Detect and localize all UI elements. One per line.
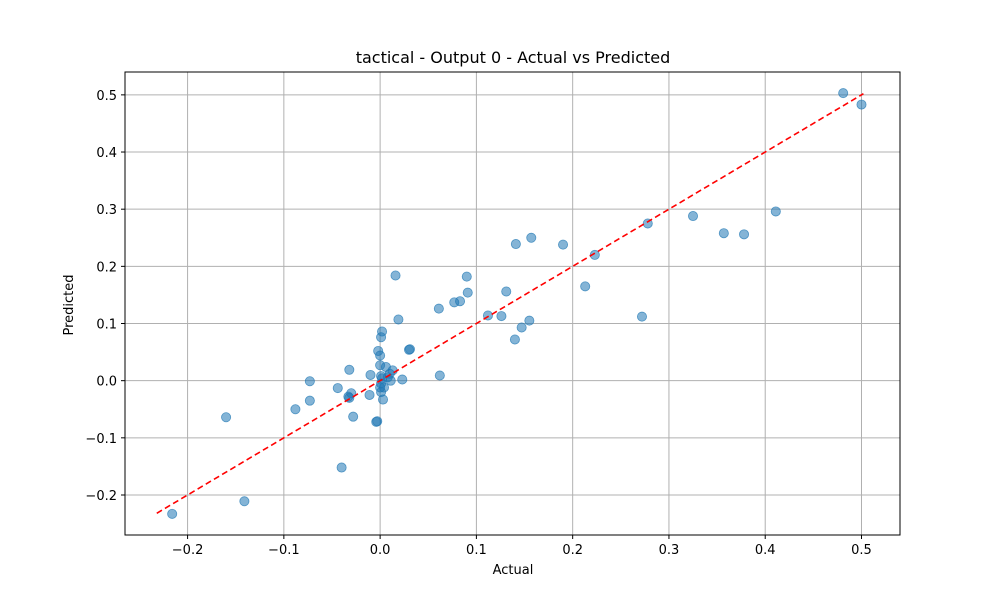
y-tick-label: 0.5: [96, 89, 117, 104]
x-tick-label: −0.2: [172, 543, 204, 558]
scatter-point: [239, 496, 250, 507]
scatter-point: [376, 332, 387, 343]
x-axis-ticks: −0.2 −0.1 0.0 0.1 0.2 0.3 0.4 0.5: [172, 535, 872, 558]
scatter-point: [462, 287, 473, 298]
y-axis-ticks: −0.2 −0.1 0.0 0.1 0.2 0.3 0.4 0.5: [85, 89, 125, 504]
plot-frame: [124, 71, 901, 536]
x-tick-label: 0.3: [659, 543, 680, 558]
x-tick-label: 0.5: [851, 543, 872, 558]
scatter-point: [496, 311, 507, 322]
y-tick-label: 0.0: [96, 375, 117, 390]
y-tick-label: 0.3: [96, 203, 117, 218]
y-axis-label: Predicted: [62, 274, 77, 335]
scatter-point: [433, 303, 444, 314]
scatter-point: [461, 271, 472, 282]
scatter-point: [404, 344, 415, 355]
scatter-point: [524, 315, 535, 326]
scatter-point: [718, 228, 729, 239]
scatter-point: [373, 345, 384, 356]
scatter-point: [393, 314, 404, 325]
scatter-point: [580, 281, 591, 292]
scatter-point: [376, 387, 387, 398]
scatter-point: [390, 270, 401, 281]
scatter-point: [167, 508, 178, 519]
y-tick-label: −0.2: [85, 489, 117, 504]
scatter-point: [510, 239, 521, 250]
scatter-point: [221, 412, 232, 423]
scatter-point: [304, 376, 315, 387]
scatter-point: [770, 206, 781, 217]
x-tick-label: −0.1: [268, 543, 300, 558]
scatter-point: [509, 334, 520, 345]
x-tick-label: 0.1: [466, 543, 487, 558]
x-axis-label: Actual: [493, 563, 534, 578]
scatter-point: [856, 99, 867, 110]
x-tick-label: 0.0: [370, 543, 391, 558]
chart-title: tactical - Output 0 - Actual vs Predicte…: [356, 48, 671, 67]
scatter-point: [332, 383, 343, 394]
grid: [125, 72, 900, 535]
scatter-point: [501, 286, 512, 297]
y-tick-label: −0.1: [85, 432, 117, 447]
scatter-point: [371, 416, 382, 427]
scatter-point: [516, 322, 527, 333]
scatter-point: [290, 404, 301, 415]
y-tick-label: 0.1: [96, 318, 117, 333]
scatter-point: [449, 297, 460, 308]
scatter-point: [739, 229, 750, 240]
x-tick-label: 0.2: [562, 543, 583, 558]
y-tick-label: 0.4: [96, 146, 117, 161]
scatter-point: [526, 232, 537, 243]
scatter-point: [365, 369, 376, 380]
scatter-point: [364, 389, 375, 400]
scatter-point: [304, 395, 315, 406]
scatter-point: [636, 311, 647, 322]
scatter-point: [375, 360, 386, 371]
scatter-point: [838, 88, 849, 99]
scatter-point: [348, 411, 359, 422]
scatter-point: [434, 370, 445, 381]
scatter-point: [344, 364, 355, 375]
scatter-point: [589, 249, 600, 260]
reference-line: [156, 93, 864, 514]
y-tick-label: 0.2: [96, 260, 117, 275]
scatter-point: [558, 239, 569, 250]
points-layer: [167, 88, 867, 519]
reference-line-layer: [156, 93, 864, 514]
scatter-point: [397, 374, 408, 385]
scatter-point: [336, 462, 347, 473]
scatter-point: [688, 211, 699, 222]
x-tick-label: 0.4: [755, 543, 776, 558]
